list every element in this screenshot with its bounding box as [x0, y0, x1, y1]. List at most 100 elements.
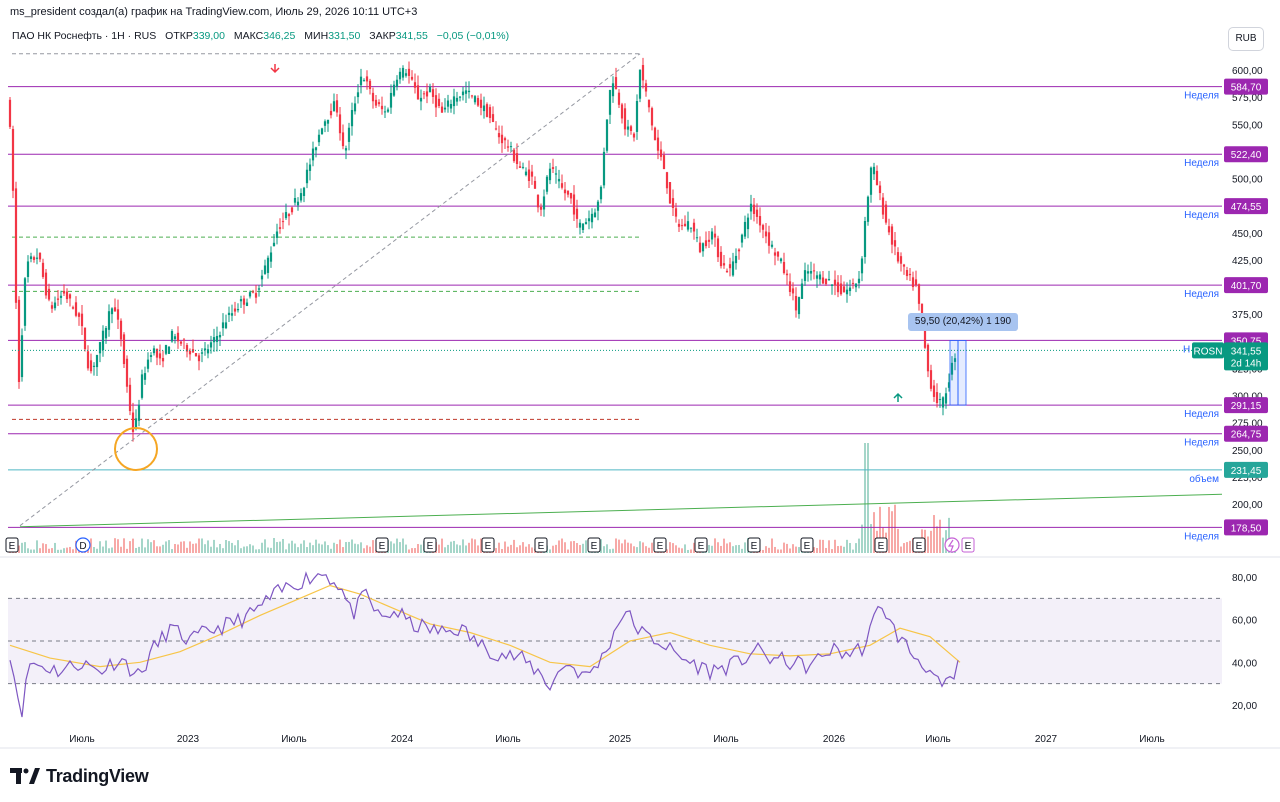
dashed-diagonal-line[interactable]: [19, 53, 641, 527]
earnings-marker-icon[interactable]: [653, 537, 667, 553]
volume-bar: [894, 504, 896, 553]
price-level-tag[interactable]: [1224, 146, 1268, 163]
volume-bar: [249, 544, 251, 553]
candle-body: [662, 155, 666, 170]
candle-body: [86, 351, 90, 369]
rsi-moving-average-line[interactable]: [9, 584, 961, 668]
candle-body: [200, 352, 204, 354]
volume-bar: [318, 543, 320, 553]
price-level-tag[interactable]: [1224, 277, 1268, 294]
volume-bar: [306, 547, 308, 553]
candle-body: [179, 341, 183, 344]
candle-body: [65, 291, 69, 300]
price-level-tag[interactable]: [1224, 461, 1268, 478]
volume-bar: [564, 542, 566, 553]
price-level-tag-text: 474,55: [1231, 202, 1262, 213]
volume-bar: [324, 541, 326, 553]
earnings-marker-icon[interactable]: [534, 537, 548, 553]
candle-body: [944, 393, 948, 404]
price-level-tag[interactable]: [1224, 198, 1268, 215]
volume-bar: [399, 542, 401, 553]
volume-bar: [255, 549, 257, 553]
price-level-tag[interactable]: [1224, 519, 1268, 536]
candle-body: [881, 197, 885, 215]
earnings-marker-icon[interactable]: [481, 537, 495, 553]
volume-bar: [90, 538, 92, 553]
earnings-marker-icon[interactable]: [961, 537, 975, 553]
volume-bar: [30, 549, 32, 553]
volume-bar: [621, 543, 623, 553]
candle-body: [431, 89, 435, 97]
split-marker-icon[interactable]: [944, 537, 960, 553]
candle-body: [101, 330, 105, 351]
candle-body: [512, 149, 516, 162]
candle-body: [851, 282, 855, 284]
candle-body: [620, 104, 624, 119]
price-level-tag[interactable]: [1224, 425, 1268, 442]
earnings-marker-icon[interactable]: [423, 537, 437, 553]
earnings-marker-icon[interactable]: [694, 537, 708, 553]
price-level-tag[interactable]: [1224, 397, 1268, 414]
candle-body: [698, 242, 702, 253]
candle-body: [221, 322, 225, 329]
earnings-marker-icon[interactable]: [747, 537, 761, 553]
volume-bar: [585, 540, 587, 553]
volume-bar: [687, 549, 689, 553]
volume-bar: [480, 538, 482, 553]
candle-body: [932, 385, 936, 397]
candle-body: [188, 351, 192, 355]
candle-body: [155, 349, 159, 358]
candle-body: [770, 244, 774, 247]
volume-bar: [402, 538, 404, 553]
candle-body: [464, 90, 468, 94]
price-axis-tick: 275,00: [1232, 419, 1263, 430]
legend-open-label: ОТКР: [165, 30, 193, 42]
trend-line[interactable]: [19, 493, 1223, 528]
candle-body: [848, 287, 852, 292]
candle-body: [335, 100, 339, 113]
dividend-marker-icon[interactable]: [75, 537, 91, 553]
volume-bar: [216, 547, 218, 553]
volume-bar: [213, 539, 215, 553]
candle-body: [536, 194, 540, 208]
candle-body: [521, 166, 525, 168]
candle-body: [674, 208, 678, 217]
candle-body: [428, 86, 432, 93]
ticker-tag[interactable]: [1192, 342, 1224, 359]
earnings-marker-icon[interactable]: [5, 537, 19, 553]
earnings-marker-icon[interactable]: [874, 537, 888, 553]
candle-body: [371, 92, 375, 102]
price-range-measure-label[interactable]: 59,50 (20,42%) 1 190: [908, 313, 1018, 331]
earnings-marker-icon[interactable]: [375, 537, 389, 553]
candle-body: [581, 223, 585, 230]
volume-bar: [357, 544, 359, 553]
volume-bar: [66, 547, 68, 553]
candle-body: [320, 128, 324, 135]
candle-body: [386, 109, 390, 112]
price-level-tag[interactable]: [1224, 78, 1268, 95]
time-axis-tick: 2025: [609, 734, 632, 745]
legend-symbol[interactable]: ПАО НК Роснефть · 1H · RUS: [12, 30, 157, 42]
candle-body: [74, 302, 78, 316]
volume-bar: [351, 539, 353, 553]
currency-button[interactable]: RUB: [1228, 27, 1264, 51]
volume-bar: [132, 538, 134, 553]
earnings-marker-letter: E: [427, 541, 434, 552]
price-axis-tick: 425,00: [1232, 256, 1263, 267]
earnings-marker-icon[interactable]: [587, 537, 601, 553]
volume-bar: [942, 537, 944, 553]
candle-body: [689, 227, 693, 229]
last-price-tag[interactable]: [1224, 342, 1268, 371]
volume-bar: [729, 542, 731, 553]
earnings-marker-icon[interactable]: [912, 537, 926, 553]
earnings-marker-icon[interactable]: [800, 537, 814, 553]
candle-body: [107, 311, 111, 330]
volume-bar: [723, 538, 725, 553]
highlight-circle[interactable]: [114, 427, 158, 471]
rsi-line[interactable]: [9, 571, 959, 718]
candle-body: [449, 103, 453, 109]
volume-bar: [822, 539, 824, 553]
volume-bar: [207, 540, 209, 553]
candle-body: [809, 271, 813, 274]
